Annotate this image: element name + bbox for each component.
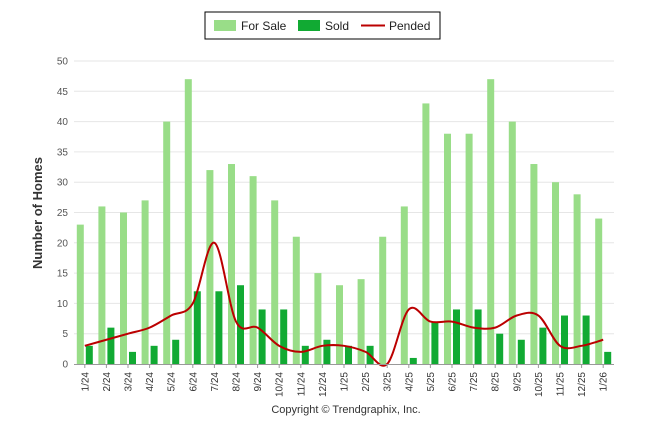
bar-sold-5-25 — [431, 321, 439, 364]
x-tick-label: 10/25 — [534, 372, 545, 397]
x-tick-label: 5/24 — [167, 372, 178, 392]
x-tick-label: 1/25 — [340, 372, 351, 392]
bar-sold-9-24 — [258, 309, 266, 364]
y-tick-label: 45 — [57, 87, 69, 98]
x-tick-label: 5/25 — [426, 372, 437, 392]
bar-for-sale-1-24 — [76, 224, 84, 364]
bar-for-sale-9-25 — [508, 121, 516, 364]
bar-for-sale-10-25 — [530, 164, 538, 364]
bar-sold-6-24 — [193, 291, 201, 364]
bar-for-sale-11-25 — [552, 182, 559, 364]
x-axis-ticks: 1/24 2/24 3/24 4/24 5/24 6/24 7/24 8/24 9/24 10/2… — [80, 364, 610, 397]
y-tick-label: 30 — [57, 178, 69, 189]
bar-for-sale-9-24 — [249, 176, 257, 364]
bar-sold-5-24 — [172, 339, 180, 364]
bar-sold-3-24 — [129, 351, 136, 364]
legend-swatch-for-sale — [214, 20, 236, 31]
bar-for-sale-8-24 — [228, 164, 235, 364]
bar-for-sale-5-25 — [422, 103, 430, 365]
x-tick-label: 2/24 — [102, 372, 113, 392]
bar-for-sale-7-25 — [465, 133, 473, 364]
y-tick-label: 40 — [57, 117, 69, 128]
bar-sold-9-25 — [517, 339, 525, 364]
bar-marks — [76, 79, 612, 365]
bar-for-sale-12-24 — [314, 273, 322, 364]
bar-for-sale-6-25 — [444, 133, 451, 364]
x-tick-label: 3/24 — [124, 372, 135, 392]
y-tick-label: 35 — [57, 147, 69, 158]
bar-sold-12-25 — [582, 315, 590, 364]
bar-for-sale-3-25 — [379, 236, 387, 364]
y-tick-label: 20 — [57, 238, 69, 249]
bar-sold-7-25 — [474, 309, 482, 364]
bar-for-sale-2-24 — [98, 206, 106, 364]
bar-for-sale-3-24 — [120, 212, 127, 364]
bar-sold-10-24 — [280, 309, 288, 364]
x-tick-label: 6/24 — [188, 372, 199, 392]
y-tick-label: 10 — [57, 299, 69, 310]
x-tick-label: 4/24 — [145, 372, 156, 392]
y-axis-ticks: 0 5 10 15 20 25 30 35 40 45 50 — [57, 57, 69, 371]
x-tick-label: 3/25 — [383, 372, 394, 392]
x-tick-label: 7/24 — [210, 372, 221, 392]
bar-sold-1-25 — [345, 345, 352, 364]
bar-for-sale-11-24 — [292, 236, 300, 364]
x-tick-label: 12/25 — [577, 372, 588, 397]
legend: For Sale Sold Pended — [204, 11, 441, 40]
x-tick-label: 7/25 — [469, 372, 480, 392]
bar-for-sale-10-24 — [271, 200, 279, 364]
legend-box — [204, 11, 441, 40]
bar-for-sale-2-25 — [357, 279, 365, 364]
bar-for-sale-1-25 — [336, 285, 343, 364]
legend-label-pended: Pended — [389, 19, 430, 33]
bar-for-sale-5-24 — [163, 121, 171, 364]
y-tick-label: 15 — [57, 269, 69, 280]
y-tick-label: 0 — [62, 360, 68, 371]
bar-sold-4-24 — [150, 345, 158, 364]
x-tick-label: 12/24 — [318, 372, 329, 397]
x-tick-label: 4/25 — [404, 372, 415, 392]
pended-line — [84, 241, 604, 367]
x-tick-label: 8/25 — [491, 372, 502, 392]
bar-for-sale-4-25 — [400, 206, 408, 364]
bar-sold-11-25 — [561, 315, 568, 364]
y-axis-label: Number of Homes — [30, 157, 45, 269]
y-tick-label: 5 — [62, 329, 68, 340]
x-tick-label: 11/24 — [296, 372, 307, 397]
bar-sold-6-25 — [453, 309, 460, 364]
legend-swatch-sold — [298, 20, 320, 31]
y-tick-label: 50 — [57, 57, 69, 68]
bar-sold-7-24 — [215, 291, 223, 364]
bar-sold-11-24 — [301, 345, 309, 364]
x-tick-label: 2/25 — [361, 372, 372, 392]
legend-label-for-sale: For Sale — [241, 19, 287, 33]
y-tick-label: 25 — [57, 208, 69, 219]
bar-sold-10-25 — [539, 327, 547, 364]
bar-sold-8-24 — [237, 285, 244, 364]
bar-for-sale-6-24 — [184, 79, 192, 365]
x-tick-label: 9/24 — [253, 372, 264, 392]
bar-for-sale-12-25 — [573, 194, 581, 364]
pended-series-line — [84, 241, 604, 367]
bar-for-sale-7-24 — [206, 170, 214, 364]
legend-label-sold: Sold — [325, 19, 349, 33]
bar-for-sale-4-24 — [141, 200, 149, 364]
bar-sold-2-24 — [107, 327, 115, 364]
x-tick-label: 11/25 — [556, 372, 567, 397]
bar-for-sale-1-26 — [595, 218, 603, 364]
bar-sold-4-25 — [409, 357, 417, 364]
bar-sold-8-25 — [496, 333, 504, 364]
bar-sold-12-24 — [323, 339, 331, 364]
copyright-text: Copyright © Trendgraphix, Inc. — [271, 404, 420, 416]
x-tick-label: 1/26 — [599, 372, 610, 392]
x-tick-label: 10/24 — [275, 372, 286, 397]
x-tick-label: 8/24 — [232, 372, 243, 392]
x-tick-label: 6/25 — [448, 372, 459, 392]
x-tick-label: 9/25 — [512, 372, 523, 392]
bar-sold-1-24 — [85, 345, 93, 364]
bar-for-sale-8-25 — [487, 79, 495, 365]
bar-sold-1-26 — [604, 351, 612, 364]
x-tick-label: 1/24 — [80, 372, 91, 392]
